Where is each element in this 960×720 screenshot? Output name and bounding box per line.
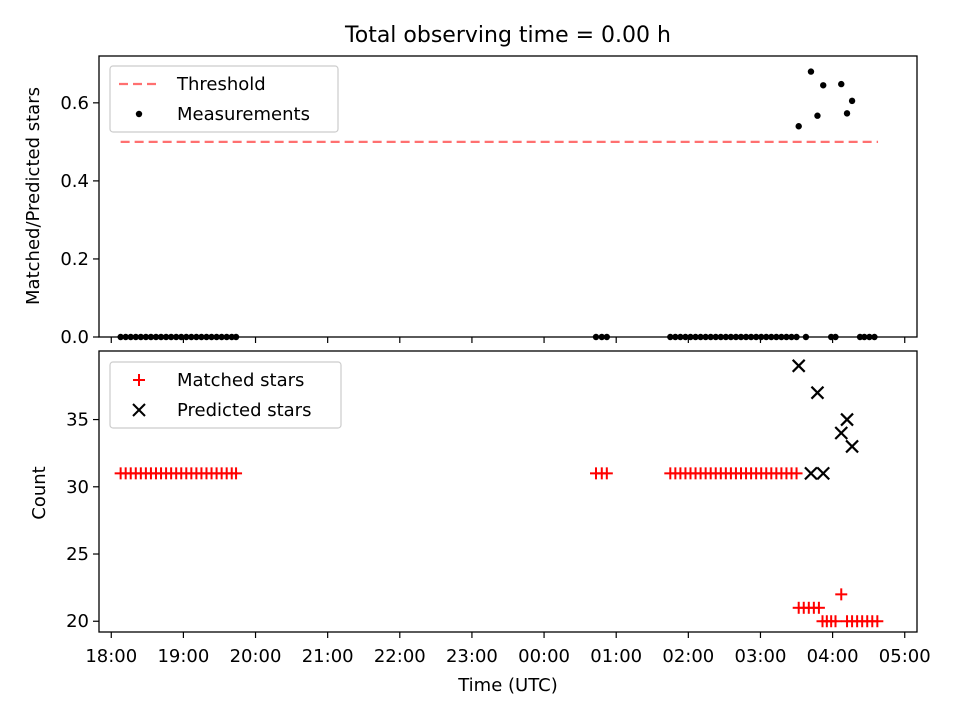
bottom-panel: 20 25 30 35 18:00 19:00 20:00 21:00 22:00 23:00 0… xyxy=(29,350,931,696)
predicted-stars-point xyxy=(810,385,825,400)
predicted-stars-point xyxy=(791,359,806,373)
bottom-x-axis-ticks: 18:00 19:00 20:00 21:00 22:00 23:00 00:00 01:00… xyxy=(85,632,931,667)
measurements-point xyxy=(807,68,815,75)
top-plot-frame xyxy=(98,55,918,338)
top-legend: Threshold Measurements xyxy=(109,65,339,133)
matched-stars-point xyxy=(812,601,825,614)
bottom-x-tick-label: 22:00 xyxy=(374,646,426,667)
top-y-tick-label: 0.2 xyxy=(60,249,89,270)
measurements-point xyxy=(838,80,845,88)
measurements-point xyxy=(843,110,851,117)
measurements-point xyxy=(795,123,802,130)
bottom-x-tick-label: 23:00 xyxy=(446,646,498,667)
top-y-tick-label: 0.0 xyxy=(60,327,89,348)
predicted-stars-point xyxy=(845,439,859,454)
measurements-point xyxy=(820,82,827,89)
top-y-axis-ticks: 0.0 0.2 0.4 0.6 xyxy=(60,93,99,348)
bottom-x-tick-label: 02:00 xyxy=(662,646,714,667)
predicted-stars-point xyxy=(804,466,818,481)
top-chart-title: Total observing time = 0.00 h xyxy=(344,23,671,48)
matched-stars-point xyxy=(790,467,803,480)
predicted-stars-point xyxy=(834,426,849,440)
bottom-y-tick-label: 35 xyxy=(66,410,89,431)
predicted-stars-point xyxy=(840,412,854,427)
bottom-y-tick-label: 30 xyxy=(66,477,89,498)
legend-measurements-swatch xyxy=(135,110,143,118)
matched-stars-point xyxy=(600,467,613,480)
top-y-tick-label: 0.6 xyxy=(60,93,89,114)
top-panel: 0.0 0.2 0.4 0.6 Matched/Predicted stars Thr… xyxy=(23,55,918,348)
bottom-y-axis-ticks: 20 25 30 35 xyxy=(66,410,99,632)
predicted-stars-point xyxy=(816,466,831,481)
legend-matched-label: Matched stars xyxy=(177,370,304,391)
bottom-x-tick-label: 20:00 xyxy=(230,646,282,667)
bottom-x-tick-label: 01:00 xyxy=(590,646,642,667)
matched-stars-point xyxy=(829,615,842,628)
legend-matched-swatch xyxy=(133,374,145,386)
matched-stars-point xyxy=(230,467,243,480)
measurements-point xyxy=(848,97,856,105)
top-legend-box xyxy=(109,65,339,133)
bottom-x-tick-label: 03:00 xyxy=(735,646,787,667)
bottom-plot-frame xyxy=(98,350,918,633)
bottom-x-tick-label: 04:00 xyxy=(807,646,859,667)
legend-threshold-label: Threshold xyxy=(176,74,266,95)
bottom-x-tick-label: 05:00 xyxy=(879,646,931,667)
legend-measurements-label: Measurements xyxy=(177,104,310,125)
bottom-data-layer xyxy=(114,359,884,628)
top-x-axis-ticks xyxy=(110,337,906,343)
matched-stars-point xyxy=(835,588,848,601)
bottom-y-tick-label: 25 xyxy=(66,544,89,565)
top-y-tick-label: 0.4 xyxy=(60,171,89,192)
legend-predicted-swatch xyxy=(132,403,146,417)
bottom-y-axis-label: Count xyxy=(29,466,50,519)
bottom-legend-box xyxy=(109,361,342,429)
bottom-legend: Matched stars Predicted stars xyxy=(109,361,342,429)
bottom-x-tick-label: 21:00 xyxy=(302,646,354,667)
bottom-x-tick-label: 18:00 xyxy=(85,646,137,667)
matched-stars-point xyxy=(871,615,884,628)
measurements-point xyxy=(814,112,821,119)
bottom-x-tick-label: 19:00 xyxy=(157,646,209,667)
bottom-x-tick-label: 00:00 xyxy=(518,646,570,667)
legend-predicted-label: Predicted stars xyxy=(177,400,311,421)
bottom-y-tick-label: 20 xyxy=(66,611,89,632)
bottom-x-axis-label: Time (UTC) xyxy=(457,675,558,696)
top-y-axis-label: Matched/Predicted stars xyxy=(23,87,44,305)
